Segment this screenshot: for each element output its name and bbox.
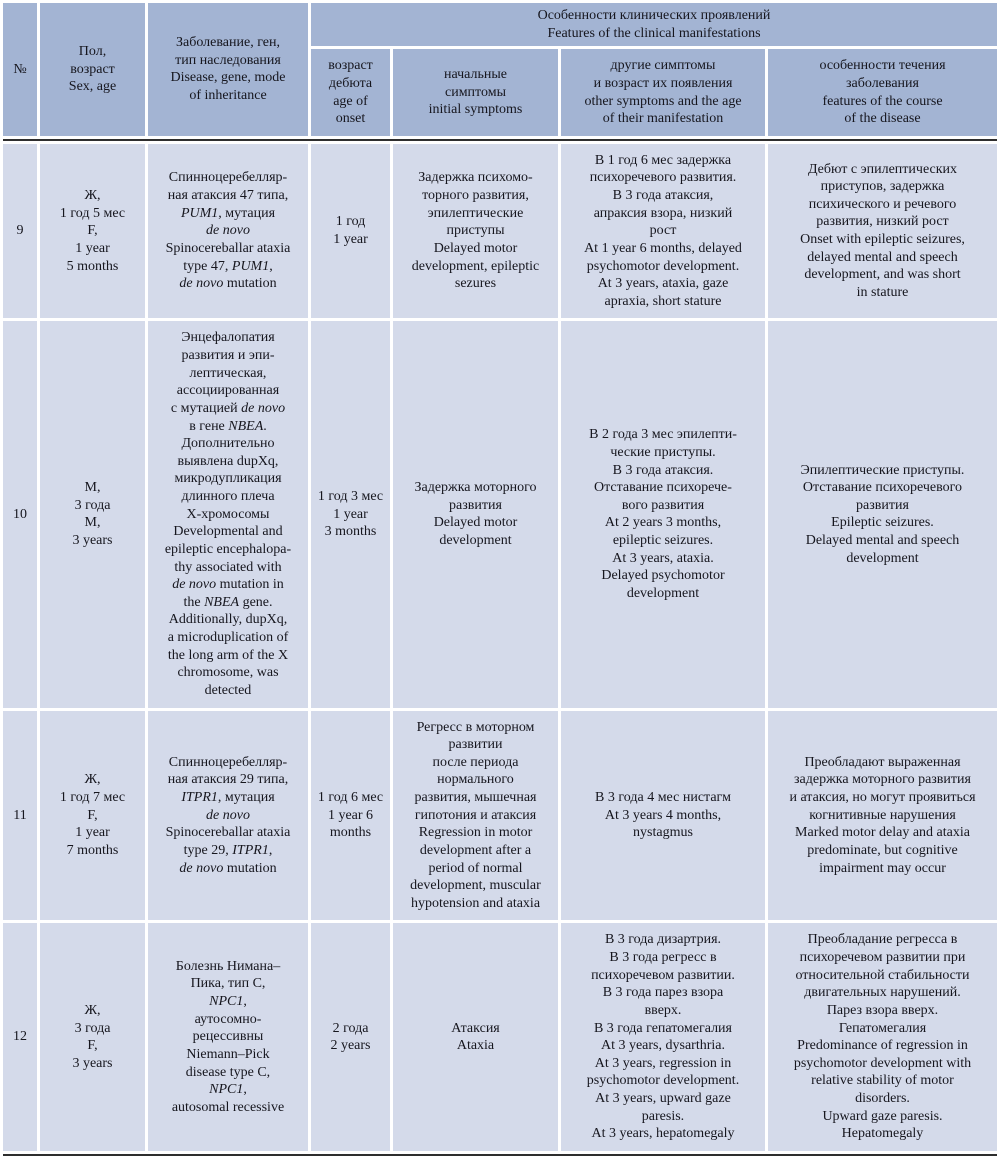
cell-row9-disease: Спинноцеребелляр-ная атаксия 47 типа, PUM…	[148, 143, 308, 319]
cell-row10-onset: 1 год 3 мес 1 year 3 months	[311, 321, 390, 708]
cell-row12-onset: 2 года 2 years	[311, 923, 390, 1151]
row11-other: В 3 года 4 мес нистагм At 3 years 4 month…	[595, 790, 731, 841]
cell-row12-number: 12	[3, 923, 37, 1151]
row10-number: 10	[13, 506, 27, 522]
cell-row12-initial: Атаксия Ataxia	[393, 923, 558, 1151]
row9-number: 9	[16, 223, 24, 239]
row9-onset: 1 год 1 year	[333, 214, 368, 248]
cell-row11-onset: 1 год 6 мес 1 year 6 months	[311, 710, 390, 921]
cell-row9-initial: Задержка психомо-торного развития, эпилеп…	[393, 143, 558, 319]
row9-sex-age: Ж, 1 год 5 мес F, 1 year 5 months	[59, 188, 126, 274]
row9-other: В 1 год 6 мес задержка психоречевого разв…	[584, 152, 742, 309]
row10-other: В 2 года 3 мес эпилепти-ческие приступы.…	[589, 427, 737, 601]
row12-number: 12	[13, 1029, 27, 1045]
table-bottom-rule	[3, 1153, 997, 1156]
row12-onset: 2 года 2 years	[330, 1020, 371, 1054]
row11-number: 11	[13, 807, 27, 823]
cell-row10-sex-age: М, 3 года M, 3 years	[40, 321, 145, 708]
header-cell-course: особенности течения заболевания features o…	[768, 49, 997, 136]
row12-course: Преобладание регресса в психоречевом разв…	[793, 932, 972, 1142]
row10-disease: Энцефалопатия развития и эпи-лептическая,…	[164, 330, 292, 698]
row10-onset: 1 год 3 мес 1 year 3 months	[317, 489, 384, 540]
row11-course: Преобладают выраженная задержка моторного…	[789, 754, 976, 876]
header-other-label: другие симптомы и возраст их появления oth…	[584, 58, 742, 127]
cell-row10-number: 10	[3, 321, 37, 708]
row11-onset: 1 год 6 мес 1 year 6 months	[317, 790, 384, 841]
cell-row11-disease: Спинноцеребелляр-ная атаксия 29 типа, ITP…	[148, 710, 308, 921]
header-divider-rule	[3, 138, 997, 141]
row11-disease: Спинноцеребелляр-ная атаксия 29 типа, ITP…	[165, 754, 291, 876]
header-course-label: особенности течения заболевания features o…	[819, 58, 946, 127]
row12-disease: Болезнь Нимана– Пика, тип С, NPC1, аутосомн…	[171, 958, 285, 1115]
cell-row11-course: Преобладают выраженная задержка моторного…	[768, 710, 997, 921]
cell-row12-other: В 3 года дизартрия. В 3 года регресс в пси…	[561, 923, 765, 1151]
row10-course: Эпилептические приступы. Отставание психо…	[800, 462, 965, 566]
header-cell-disease: Заболевание, ген, тип наследования Disease…	[148, 3, 308, 136]
cell-row10-course: Эпилептические приступы. Отставание психо…	[768, 321, 997, 708]
cell-row11-sex-age: Ж, 1 год 7 мес F, 1 year 7 months	[40, 710, 145, 921]
cell-row9-other: В 1 год 6 мес задержка психоречевого разв…	[561, 143, 765, 319]
row12-initial: Атаксия Ataxia	[451, 1020, 500, 1054]
row9-initial: Задержка психомо-торного развития, эпилеп…	[411, 170, 540, 292]
cell-row12-disease: Болезнь Нимана– Пика, тип С, NPC1, аутосомн…	[148, 923, 308, 1151]
cell-row10-other: В 2 года 3 мес эпилепти-ческие приступы.…	[561, 321, 765, 708]
cell-row11-number: 11	[3, 710, 37, 921]
cell-row9-course: Дебют с эпилептических приступов, задержк…	[768, 143, 997, 319]
row12-sex-age: Ж, 3 года F, 3 years	[72, 1002, 113, 1071]
cell-row10-disease: Энцефалопатия развития и эпи-лептическая,…	[148, 321, 308, 708]
header-disease-label: Заболевание, ген, тип наследования Disease…	[170, 35, 286, 103]
header-cell-number: №	[3, 3, 37, 136]
row9-disease: Спинноцеребелляр-ная атаксия 47 типа, PUM…	[165, 170, 291, 292]
row11-initial: Регресс в моторном развитии после периода н…	[410, 719, 541, 911]
row10-sex-age: М, 3 года M, 3 years	[72, 480, 113, 549]
cell-row9-sex-age: Ж, 1 год 5 мес F, 1 year 5 months	[40, 143, 145, 319]
header-cell-initial-symptoms: начальные симптомы initial symptoms	[393, 49, 558, 136]
cell-row12-sex-age: Ж, 3 года F, 3 years	[40, 923, 145, 1151]
cell-row10-initial: Задержка моторного развития Delayed motor d…	[393, 321, 558, 708]
header-group-label: Особенности клинических проявлений Featur…	[537, 8, 771, 41]
row11-sex-age: Ж, 1 год 7 мес F, 1 year 7 months	[59, 772, 126, 858]
cell-row11-other: В 3 года 4 мес нистагм At 3 years 4 month…	[561, 710, 765, 921]
header-cell-group: Особенности клинических проявлений Featur…	[311, 3, 997, 47]
row9-course: Дебют с эпилептических приступов, задержк…	[800, 161, 965, 300]
header-cell-sex-age: Пол, возраст Sex, age	[40, 3, 145, 136]
header-cell-other-symptoms: другие симптомы и возраст их появления oth…	[561, 49, 765, 136]
row12-other: В 3 года дизартрия. В 3 года регресс в пси…	[586, 932, 740, 1142]
cell-row12-course: Преобладание регресса в психоречевом разв…	[768, 923, 997, 1151]
header-initial-label: начальные симптомы initial symptoms	[428, 67, 523, 118]
cell-row11-initial: Регресс в моторном развитии после периода н…	[393, 710, 558, 921]
header-number-label: №	[13, 61, 27, 77]
row10-initial: Задержка моторного развития Delayed motor d…	[414, 480, 537, 549]
cell-row9-onset: 1 год 1 year	[311, 143, 390, 319]
cell-row9-number: 9	[3, 143, 37, 319]
header-onset-label: возраст дебюта age of onset	[328, 58, 373, 127]
header-cell-age-of-onset: возраст дебюта age of onset	[311, 49, 390, 136]
header-sex-age-label: Пол, возраст Sex, age	[68, 43, 117, 95]
